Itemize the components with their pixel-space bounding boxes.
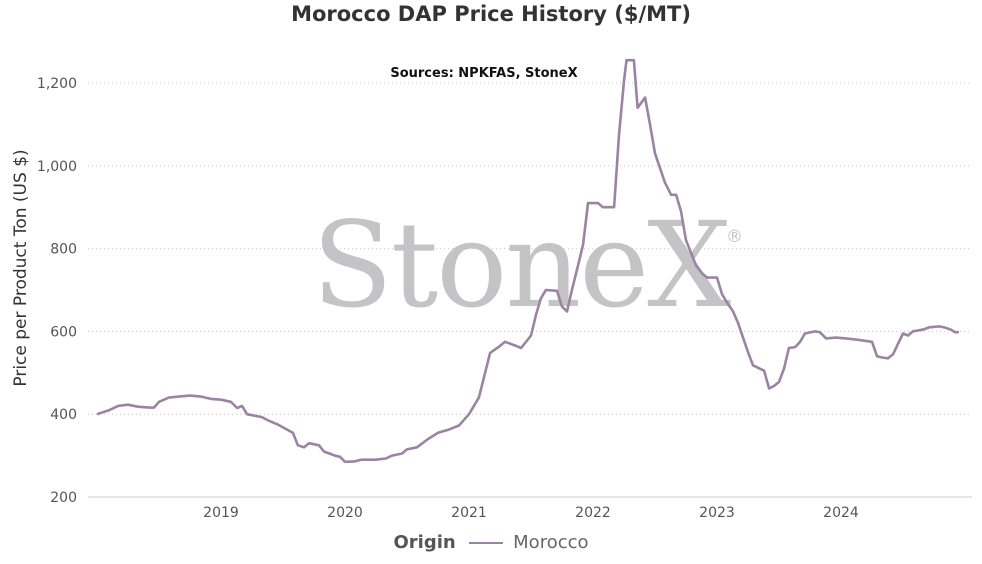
registered-mark-icon: ® bbox=[726, 227, 743, 247]
stonex-watermark: StoneX bbox=[312, 196, 731, 334]
y-tick-label: 400 bbox=[50, 407, 77, 423]
y-axis-label: Price per Product Ton (US $) bbox=[11, 149, 31, 386]
legend-label-morocco[interactable]: Morocco bbox=[513, 532, 589, 553]
y-tick-label: 1,200 bbox=[37, 76, 77, 92]
x-tick-label: 2020 bbox=[327, 505, 363, 521]
legend: Origin Morocco bbox=[0, 532, 982, 553]
legend-swatch-morocco[interactable] bbox=[469, 542, 504, 544]
x-tick-label: 2023 bbox=[699, 505, 735, 521]
y-tick-label: 800 bbox=[50, 242, 77, 258]
y-axis-ticks: 200 400 600 800 1,000 1,200 bbox=[37, 76, 77, 506]
y-tick-label: 200 bbox=[50, 490, 77, 506]
y-tick-label: 600 bbox=[50, 324, 77, 340]
chart-subtitle: Sources: NPKFAS, StoneX bbox=[390, 66, 578, 81]
x-axis-ticks: 2019 2020 2021 2022 2023 2024 bbox=[203, 505, 859, 521]
x-tick-label: 2019 bbox=[203, 505, 239, 521]
legend-title: Origin bbox=[393, 532, 456, 553]
y-tick-label: 1,000 bbox=[37, 159, 77, 175]
x-tick-label: 2022 bbox=[575, 505, 611, 521]
gridlines bbox=[88, 82, 972, 415]
x-tick-label: 2024 bbox=[823, 505, 859, 521]
series-line-morocco[interactable] bbox=[96, 58, 959, 464]
chart-title: Morocco DAP Price History ($/MT) bbox=[291, 2, 691, 26]
x-tick-label: 2021 bbox=[451, 505, 487, 521]
